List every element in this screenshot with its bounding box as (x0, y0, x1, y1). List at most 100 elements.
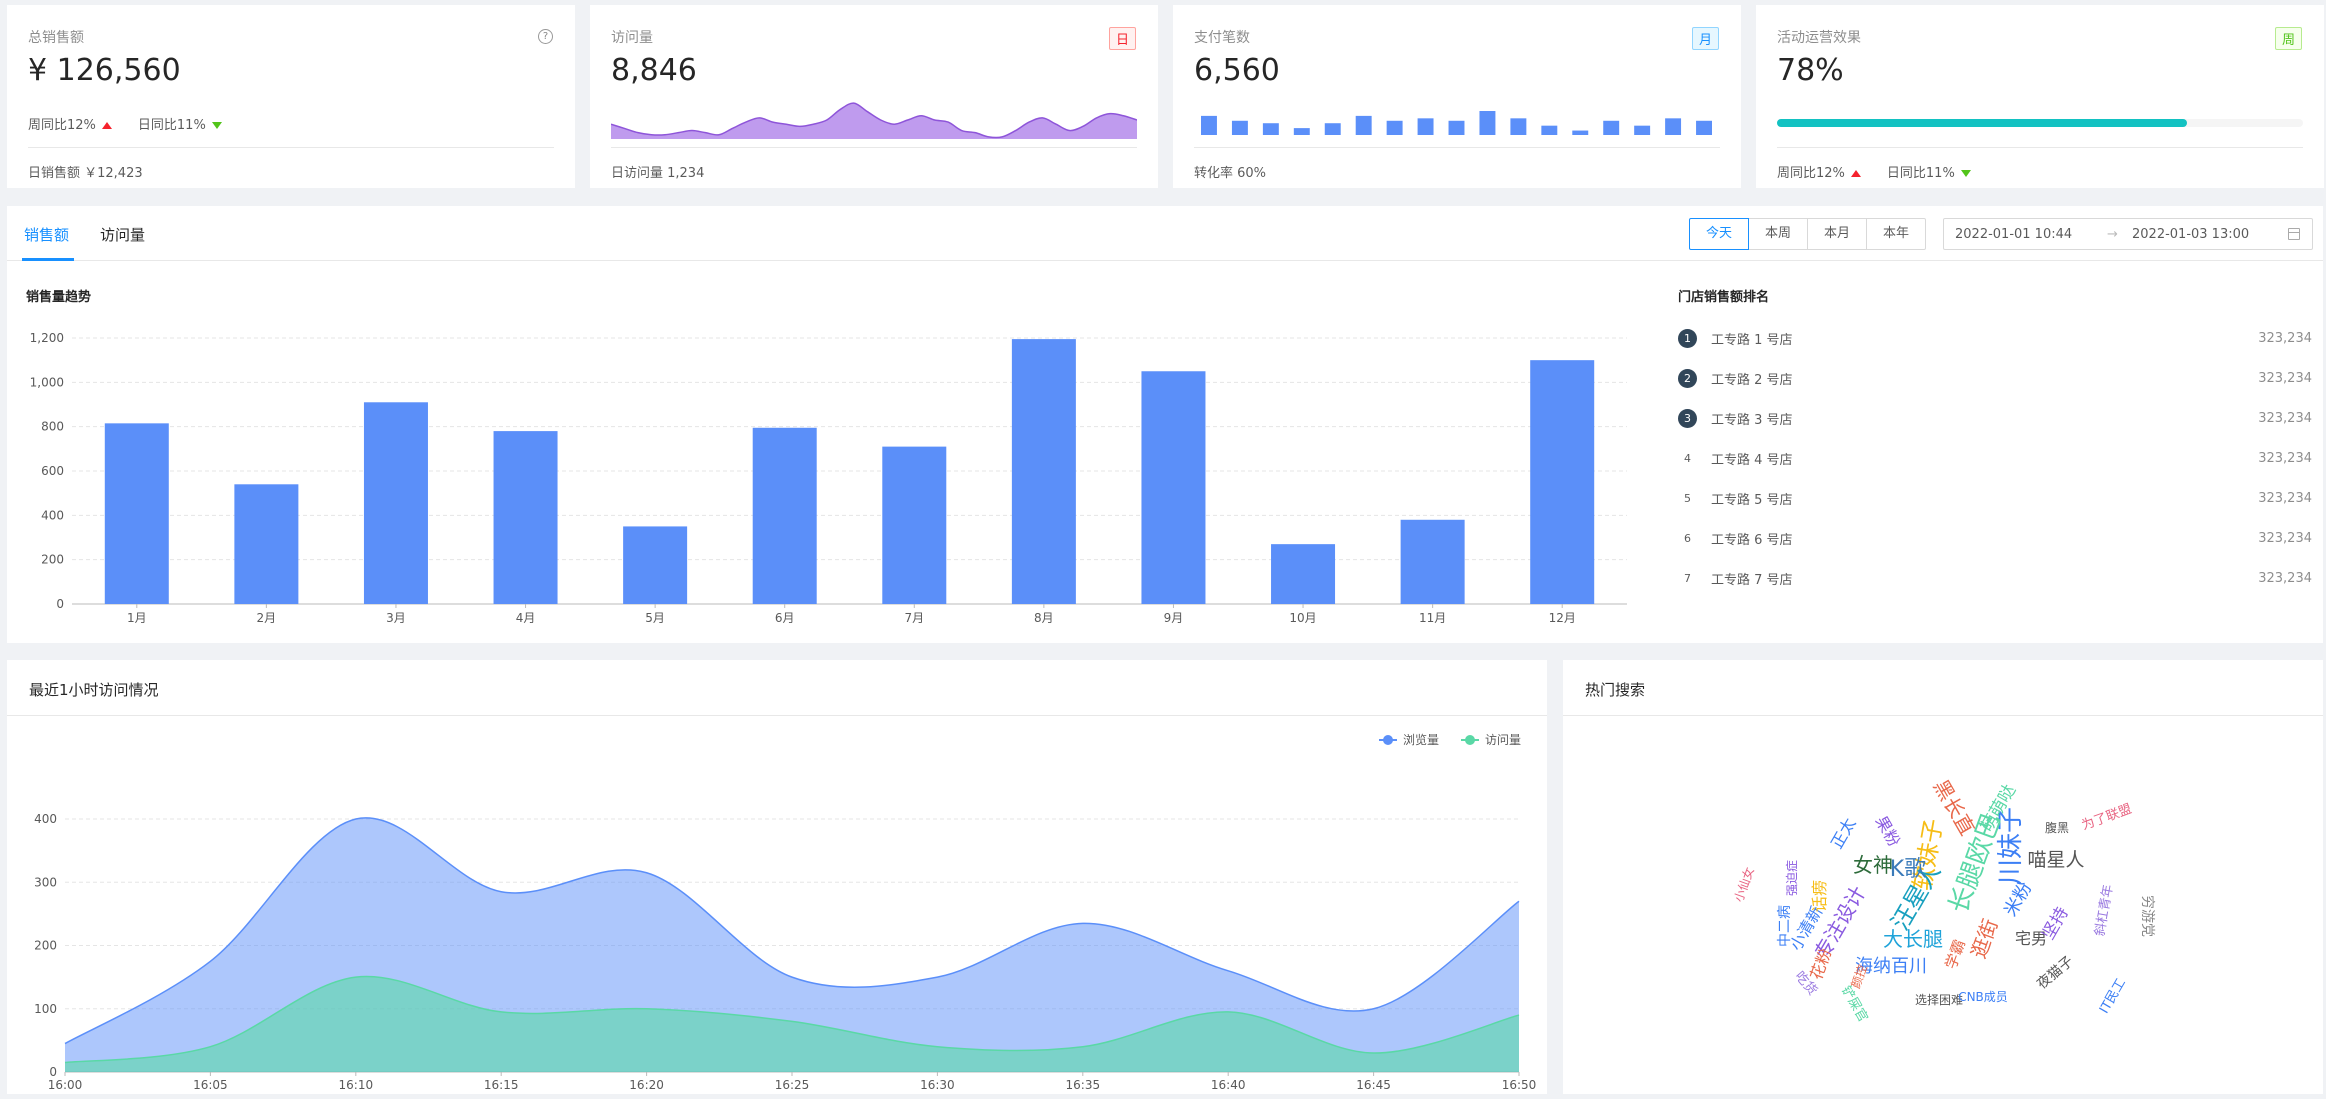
range-year-button[interactable]: 本年 (1866, 218, 1926, 250)
divider (1777, 147, 2303, 148)
card-title: 支付笔数 (1194, 30, 1250, 46)
rank-item[interactable]: 6 工专路 6 号店 323,234 (1678, 518, 2312, 558)
rank-value: 323,234 (2258, 330, 2312, 346)
card-title: 活动运营效果 (1777, 30, 1861, 46)
cloud-word[interactable]: 铲屎官 (1838, 983, 1871, 1025)
range-week-button[interactable]: 本周 (1748, 218, 1808, 250)
cloud-word[interactable]: 腹黑 (2045, 821, 2069, 835)
week-trend: 周同比12% (1777, 162, 1861, 181)
rank-item[interactable]: 1 工专路 1 号店 323,234 (1678, 318, 2312, 358)
panel-title: 最近1小时访问情况 (29, 681, 159, 699)
rank-item[interactable]: 7 工专路 7 号店 323,234 (1678, 558, 2312, 598)
cloud-word[interactable]: 夜猫子 (2034, 953, 2076, 992)
cloud-word[interactable]: 女神 (1853, 853, 1893, 877)
date-start[interactable]: 2022-01-01 10:44 (1955, 227, 2073, 242)
rank-item[interactable]: 2 工专路 2 号店 323,234 (1678, 358, 2312, 398)
rank-item[interactable]: 5 工专路 5 号店 323,234 (1678, 478, 2312, 518)
tab-indicator (22, 258, 74, 261)
rank-item[interactable]: 4 工专路 4 号店 323,234 (1678, 438, 2312, 478)
x-tick-label: 16:35 (1066, 1078, 1101, 1092)
stat-card-payments: 支付笔数 月 6,560 转化率 60% (1173, 5, 1741, 188)
cloud-word[interactable]: 海纳百川 (1855, 956, 1927, 977)
cloud-word[interactable]: 宅男 (2015, 929, 2047, 948)
rank-item[interactable]: 3 工专路 3 号店 323,234 (1678, 398, 2312, 438)
x-tick-label: 4月 (516, 611, 536, 625)
bar (1141, 371, 1206, 604)
card-title: 总销售额 (28, 30, 84, 46)
rank-number: 1 (1678, 328, 1697, 348)
rank-value: 323,234 (2258, 450, 2312, 466)
x-tick-label: 5月 (645, 611, 665, 625)
cloud-word[interactable]: 大长腿 (1883, 927, 1943, 951)
x-tick-label: 10月 (1289, 611, 1316, 625)
bar (104, 423, 169, 604)
tab-visits[interactable]: 访问量 (100, 226, 146, 244)
tab-sales[interactable]: 销售额 (24, 226, 70, 244)
cloud-word[interactable]: K歌 (1890, 857, 1926, 882)
y-tick-label: 200 (41, 553, 64, 567)
cloud-word[interactable]: 坚持 (2039, 904, 2073, 943)
cloud-word[interactable]: CNB成员 (1958, 990, 2008, 1004)
day-trend: 日同比11% (138, 114, 222, 133)
period-tag: 月 (1691, 27, 1719, 50)
rank-value: 323,234 (2258, 490, 2312, 506)
x-tick-label: 16:25 (775, 1078, 810, 1092)
x-tick-label: 12月 (1549, 611, 1576, 625)
date-end[interactable]: 2022-01-03 13:00 (2132, 227, 2250, 242)
y-tick-label: 100 (34, 1002, 57, 1016)
bar (493, 431, 558, 604)
sales-bar-chart: 0 200 400 600 800 1,000 1,200 1月 2月 3月 4月 5月 6月 7月 8月 9… (30, 331, 1627, 625)
cloud-word[interactable]: 话痨 (1810, 880, 1829, 912)
area-series (65, 976, 1519, 1072)
card-value: 78% (1777, 53, 1844, 88)
legend-label: 访问量 (1485, 733, 1521, 747)
visits-area-chart: 0 100 200 300 400 16:00 16:05 16:10 16:15 16:20 16… (34, 732, 1536, 1092)
cloud-word[interactable]: 逛街 (1966, 916, 2002, 962)
line-series (64, 817, 1520, 1045)
legend-item[interactable]: 浏览量 (1379, 732, 1439, 747)
bar (623, 526, 688, 604)
mini-bar (1448, 120, 1465, 135)
range-today-button[interactable]: 今天 (1689, 218, 1749, 250)
card-value: 6,560 (1194, 53, 1280, 88)
cloud-word[interactable]: IT民工 (2097, 976, 2129, 1016)
x-tick-label: 16:15 (484, 1078, 519, 1092)
date-range-picker[interactable]: 2022-01-01 10:44 → 2022-01-03 13:00 (1943, 218, 2313, 250)
mini-bar (1324, 123, 1341, 135)
mini-bar (1603, 120, 1620, 135)
progress-bar (1777, 119, 2303, 127)
cloud-word[interactable]: 选择困难 (1915, 993, 1963, 1007)
cloud-word[interactable]: 小仙女 (1731, 865, 1757, 904)
cloud-word[interactable]: 学霸 (1942, 937, 1969, 971)
cloud-word[interactable]: 斜杠青年 (2092, 883, 2117, 937)
x-tick-label: 16:45 (1356, 1078, 1391, 1092)
cloud-word[interactable]: 喵星人 (2027, 849, 2084, 871)
stat-card-campaign: 活动运营效果 周 78% 周同比12% 日同比11% (1756, 5, 2324, 188)
cloud-word[interactable]: 果粉 (1872, 813, 1904, 850)
range-month-button[interactable]: 本月 (1807, 218, 1867, 250)
calendar-icon[interactable] (2288, 228, 2300, 240)
cloud-word[interactable]: 川妹子 (1996, 807, 2026, 885)
legend-item[interactable]: 访问量 (1461, 733, 1521, 747)
cloud-word[interactable]: 正太 (1827, 815, 1859, 852)
cloud-word[interactable]: 强迫症 (1784, 860, 1799, 896)
mini-bar (1696, 120, 1712, 135)
store-rank-list: 1 工专路 1 号店 323,234 2 工专路 2 号店 323,234 3 工专路 3 号… (1678, 318, 2312, 598)
hot-search-panel: 热门搜索 川妹子 长腿欧巴 软妹子 汪星人 大长腿 海纳百川 专注设计 喵星人 女神 K歌 黑长直米… (1563, 660, 2323, 1094)
cloud-word[interactable]: 颜控 (1848, 963, 1870, 991)
y-tick-label: 400 (41, 508, 64, 522)
x-tick-label: 7月 (904, 611, 924, 625)
cloud-word[interactable]: 中二病 (1777, 905, 1793, 947)
divider (611, 147, 1137, 148)
range-selector: 今天 本周 本月 本年 (1689, 218, 1926, 250)
card-footer: 转化率 60% (1194, 166, 1267, 181)
rank-store-name: 工专路 5 号店 (1711, 492, 1793, 508)
cloud-word[interactable]: 为了联盟 (2080, 802, 2134, 834)
trend-row: 周同比12% 日同比11% (28, 112, 554, 134)
cloud-word[interactable]: 穷游党 (2139, 895, 2155, 937)
bar (1271, 544, 1336, 604)
y-tick-label: 0 (49, 1065, 57, 1079)
help-icon[interactable]: ? (538, 29, 553, 44)
mini-bar (1262, 123, 1279, 135)
